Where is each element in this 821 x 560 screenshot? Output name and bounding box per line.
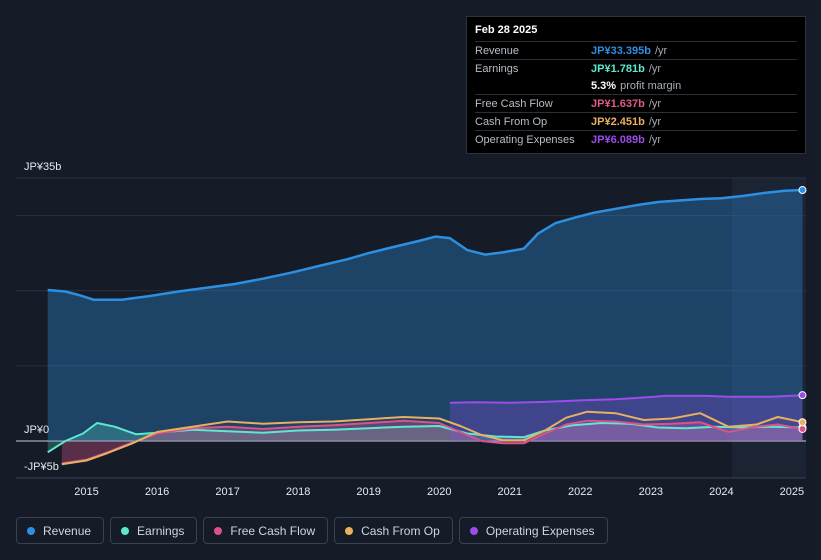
series-line-cash-from-op xyxy=(61,410,803,466)
series-line-revenue xyxy=(47,188,803,301)
tooltip-value: 5.3% xyxy=(591,79,617,92)
tooltip-row-earnings: Earnings JP¥1.781b /yr xyxy=(475,59,797,77)
tooltip-row-profit-margin: 5.3% profit margin xyxy=(475,77,797,94)
x-tick-label: 2020 xyxy=(427,486,451,498)
legend-dot-icon xyxy=(345,526,354,535)
tooltip-date: Feb 28 2025 xyxy=(475,24,538,36)
x-tick-label: 2016 xyxy=(145,486,169,498)
tooltip-value: JP¥1.637b xyxy=(591,97,645,110)
legend-label: Revenue xyxy=(43,523,92,538)
legend-item-free-cash-flow[interactable]: Free Cash Flow xyxy=(203,517,329,544)
legend-item-cash-from-op[interactable]: Cash From Op xyxy=(334,517,453,544)
tooltip-row-revenue: Revenue JP¥33.395b /yr xyxy=(475,41,797,59)
legend-label: Free Cash Flow xyxy=(230,523,316,538)
legend-dot-icon xyxy=(214,526,223,535)
y-tick-label: -JP¥5b xyxy=(24,461,59,473)
series-area-operating-expenses xyxy=(449,395,803,441)
tooltip-unit: profit margin xyxy=(620,79,682,92)
tooltip-value: JP¥2.451b xyxy=(591,115,645,128)
tooltip-unit: /yr xyxy=(648,62,662,75)
legend-item-operating-expenses[interactable]: Operating Expenses xyxy=(458,517,608,544)
x-tick-label: 2018 xyxy=(286,486,310,498)
legend-item-revenue[interactable]: Revenue xyxy=(16,517,105,544)
tooltip-unit: /yr xyxy=(648,133,662,146)
x-tick-label: 2022 xyxy=(568,486,592,498)
series-endpoint-cash-from-op xyxy=(798,418,807,427)
legend-dot-icon xyxy=(121,526,130,535)
series-lines xyxy=(47,186,807,466)
tooltip-label: Operating Expenses xyxy=(475,133,575,146)
series-line-operating-expenses xyxy=(449,394,803,404)
series-endpoint-revenue xyxy=(798,186,807,195)
tooltip-label: Revenue xyxy=(475,44,520,57)
legend-label: Cash From Op xyxy=(361,523,440,538)
x-axis-labels: 2015 2016 2017 2018 2019 2020 2021 2022 2023 2024… xyxy=(74,486,804,498)
tooltip-unit: /yr xyxy=(648,115,662,128)
chart-legend: Revenue Earnings Free Cash Flow Cash Fro… xyxy=(16,517,608,544)
tooltip-label: Earnings xyxy=(475,62,519,75)
y-tick-label: JP¥0 xyxy=(24,424,49,436)
series-area-revenue xyxy=(47,190,803,441)
tooltip-label: Cash From Op xyxy=(475,115,548,128)
legend-item-earnings[interactable]: Earnings xyxy=(110,517,198,544)
x-tick-label: 2021 xyxy=(498,486,522,498)
x-tick-label: 2025 xyxy=(780,486,804,498)
tooltip-row-cash-from-op: Cash From Op JP¥2.451b /yr xyxy=(475,112,797,130)
x-tick-label: 2024 xyxy=(709,486,733,498)
tooltip-value: JP¥33.395b xyxy=(591,44,651,57)
tooltip-label: Free Cash Flow xyxy=(475,97,553,110)
tooltip-row-free-cash-flow: Free Cash Flow JP¥1.637b /yr xyxy=(475,94,797,112)
series-endpoint-free-cash-flow xyxy=(798,424,807,433)
tooltip-row-operating-expenses: Operating Expenses JP¥6.089b /yr xyxy=(475,130,797,148)
legend-label: Earnings xyxy=(137,523,185,538)
tooltip-unit: /yr xyxy=(648,97,662,110)
tooltip-unit: /yr xyxy=(654,44,668,57)
tooltip-panel: Feb 28 2025 Revenue JP¥33.395b /yr Earni… xyxy=(466,16,806,154)
y-axis-labels: JP¥35b JP¥0 -JP¥5b xyxy=(24,161,61,473)
x-tick-label: 2019 xyxy=(356,486,380,498)
legend-label: Operating Expenses xyxy=(485,523,595,538)
legend-dot-icon xyxy=(469,526,478,535)
series-line-earnings xyxy=(47,422,803,454)
x-tick-label: 2017 xyxy=(215,486,239,498)
y-tick-label: JP¥35b xyxy=(24,161,61,173)
series-line-free-cash-flow xyxy=(61,419,803,465)
series-area-earnings xyxy=(47,423,803,453)
tooltip-value: JP¥6.089b xyxy=(591,133,645,146)
x-tick-label: 2023 xyxy=(639,486,663,498)
x-tick-label: 2015 xyxy=(74,486,98,498)
legend-dot-icon xyxy=(27,526,35,535)
tooltip-value: JP¥1.781b xyxy=(591,62,645,75)
series-endpoint-operating-expenses xyxy=(798,391,807,400)
